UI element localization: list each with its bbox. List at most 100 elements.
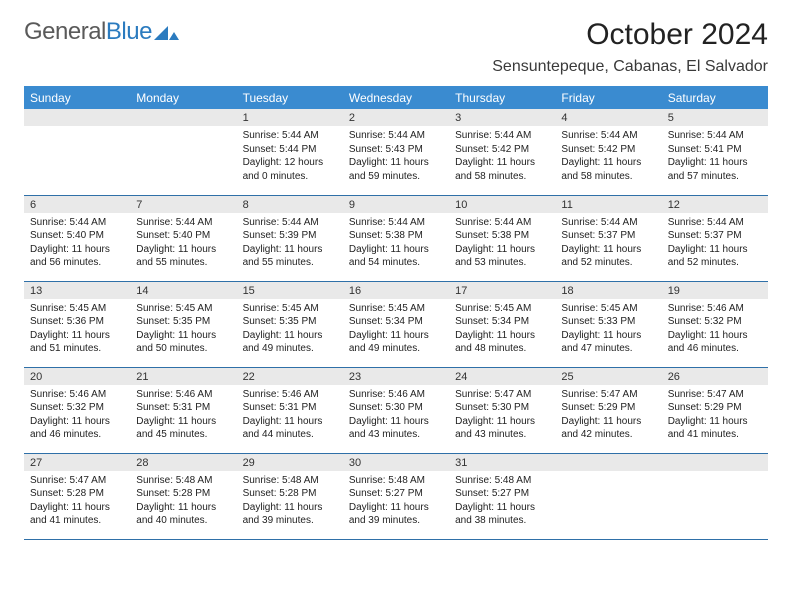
calendar-week-row: 6Sunrise: 5:44 AMSunset: 5:40 PMDaylight… — [24, 195, 768, 281]
day-number: 4 — [555, 109, 661, 126]
day-number: 19 — [662, 282, 768, 299]
calendar-day-cell: 12Sunrise: 5:44 AMSunset: 5:37 PMDayligh… — [662, 195, 768, 281]
day-details: Sunrise: 5:44 AMSunset: 5:44 PMDaylight:… — [237, 126, 343, 187]
calendar-day-cell: 25Sunrise: 5:47 AMSunset: 5:29 PMDayligh… — [555, 367, 661, 453]
day-number: 17 — [449, 282, 555, 299]
calendar-day-cell: 3Sunrise: 5:44 AMSunset: 5:42 PMDaylight… — [449, 109, 555, 195]
day-details: Sunrise: 5:48 AMSunset: 5:27 PMDaylight:… — [343, 471, 449, 532]
day-details: Sunrise: 5:44 AMSunset: 5:42 PMDaylight:… — [555, 126, 661, 187]
day-number: 23 — [343, 368, 449, 385]
day-number: 18 — [555, 282, 661, 299]
header: GeneralBlue October 2024 Sensuntepeque, … — [24, 18, 768, 84]
calendar-week-row: 27Sunrise: 5:47 AMSunset: 5:28 PMDayligh… — [24, 453, 768, 539]
day-number: 2 — [343, 109, 449, 126]
day-details: Sunrise: 5:45 AMSunset: 5:36 PMDaylight:… — [24, 299, 130, 360]
calendar-week-row: 13Sunrise: 5:45 AMSunset: 5:36 PMDayligh… — [24, 281, 768, 367]
calendar-day-cell: 18Sunrise: 5:45 AMSunset: 5:33 PMDayligh… — [555, 281, 661, 367]
calendar-day-cell: 14Sunrise: 5:45 AMSunset: 5:35 PMDayligh… — [130, 281, 236, 367]
day-details: Sunrise: 5:47 AMSunset: 5:30 PMDaylight:… — [449, 385, 555, 446]
day-number: 10 — [449, 196, 555, 213]
day-number: 15 — [237, 282, 343, 299]
calendar-day-cell: 28Sunrise: 5:48 AMSunset: 5:28 PMDayligh… — [130, 453, 236, 539]
day-details: Sunrise: 5:44 AMSunset: 5:39 PMDaylight:… — [237, 213, 343, 274]
weekday-header: Thursday — [449, 86, 555, 109]
weekday-header: Sunday — [24, 86, 130, 109]
day-number — [662, 454, 768, 471]
weekday-header: Wednesday — [343, 86, 449, 109]
day-details: Sunrise: 5:48 AMSunset: 5:27 PMDaylight:… — [449, 471, 555, 532]
calendar-day-cell: 6Sunrise: 5:44 AMSunset: 5:40 PMDaylight… — [24, 195, 130, 281]
day-details: Sunrise: 5:45 AMSunset: 5:35 PMDaylight:… — [130, 299, 236, 360]
day-details: Sunrise: 5:44 AMSunset: 5:38 PMDaylight:… — [449, 213, 555, 274]
calendar-day-cell: 20Sunrise: 5:46 AMSunset: 5:32 PMDayligh… — [24, 367, 130, 453]
calendar-day-cell: 30Sunrise: 5:48 AMSunset: 5:27 PMDayligh… — [343, 453, 449, 539]
calendar-day-cell: 29Sunrise: 5:48 AMSunset: 5:28 PMDayligh… — [237, 453, 343, 539]
day-details: Sunrise: 5:44 AMSunset: 5:38 PMDaylight:… — [343, 213, 449, 274]
day-details: Sunrise: 5:46 AMSunset: 5:31 PMDaylight:… — [130, 385, 236, 446]
calendar-day-cell: 23Sunrise: 5:46 AMSunset: 5:30 PMDayligh… — [343, 367, 449, 453]
day-number: 6 — [24, 196, 130, 213]
calendar-day-cell: 24Sunrise: 5:47 AMSunset: 5:30 PMDayligh… — [449, 367, 555, 453]
day-number — [24, 109, 130, 126]
day-number: 29 — [237, 454, 343, 471]
day-number: 22 — [237, 368, 343, 385]
day-details: Sunrise: 5:48 AMSunset: 5:28 PMDaylight:… — [237, 471, 343, 532]
logo: GeneralBlue — [24, 18, 180, 46]
logo-icon — [154, 22, 180, 42]
day-details: Sunrise: 5:45 AMSunset: 5:35 PMDaylight:… — [237, 299, 343, 360]
weekday-header: Saturday — [662, 86, 768, 109]
location: Sensuntepeque, Cabanas, El Salvador — [492, 58, 768, 76]
day-details: Sunrise: 5:44 AMSunset: 5:40 PMDaylight:… — [130, 213, 236, 274]
calendar-day-cell — [130, 109, 236, 195]
logo-text-2: Blue — [106, 18, 152, 46]
day-number: 31 — [449, 454, 555, 471]
day-details: Sunrise: 5:44 AMSunset: 5:37 PMDaylight:… — [555, 213, 661, 274]
day-details: Sunrise: 5:48 AMSunset: 5:28 PMDaylight:… — [130, 471, 236, 532]
day-number — [555, 454, 661, 471]
calendar-day-cell: 1Sunrise: 5:44 AMSunset: 5:44 PMDaylight… — [237, 109, 343, 195]
day-details: Sunrise: 5:45 AMSunset: 5:34 PMDaylight:… — [449, 299, 555, 360]
day-number: 12 — [662, 196, 768, 213]
day-number: 8 — [237, 196, 343, 213]
day-details: Sunrise: 5:45 AMSunset: 5:34 PMDaylight:… — [343, 299, 449, 360]
day-details: Sunrise: 5:44 AMSunset: 5:40 PMDaylight:… — [24, 213, 130, 274]
weekday-header: Tuesday — [237, 86, 343, 109]
calendar-day-cell: 8Sunrise: 5:44 AMSunset: 5:39 PMDaylight… — [237, 195, 343, 281]
day-details: Sunrise: 5:46 AMSunset: 5:32 PMDaylight:… — [662, 299, 768, 360]
calendar-day-cell: 21Sunrise: 5:46 AMSunset: 5:31 PMDayligh… — [130, 367, 236, 453]
calendar-day-cell: 2Sunrise: 5:44 AMSunset: 5:43 PMDaylight… — [343, 109, 449, 195]
calendar-day-cell: 26Sunrise: 5:47 AMSunset: 5:29 PMDayligh… — [662, 367, 768, 453]
day-number: 24 — [449, 368, 555, 385]
calendar-day-cell: 10Sunrise: 5:44 AMSunset: 5:38 PMDayligh… — [449, 195, 555, 281]
calendar-day-cell: 16Sunrise: 5:45 AMSunset: 5:34 PMDayligh… — [343, 281, 449, 367]
calendar-day-cell: 4Sunrise: 5:44 AMSunset: 5:42 PMDaylight… — [555, 109, 661, 195]
day-number: 26 — [662, 368, 768, 385]
day-details: Sunrise: 5:44 AMSunset: 5:41 PMDaylight:… — [662, 126, 768, 187]
calendar-day-cell: 19Sunrise: 5:46 AMSunset: 5:32 PMDayligh… — [662, 281, 768, 367]
calendar-day-cell — [24, 109, 130, 195]
day-number: 11 — [555, 196, 661, 213]
calendar-week-row: 20Sunrise: 5:46 AMSunset: 5:32 PMDayligh… — [24, 367, 768, 453]
weekday-header-row: Sunday Monday Tuesday Wednesday Thursday… — [24, 86, 768, 109]
day-number: 9 — [343, 196, 449, 213]
day-number: 14 — [130, 282, 236, 299]
day-number: 16 — [343, 282, 449, 299]
day-details: Sunrise: 5:44 AMSunset: 5:37 PMDaylight:… — [662, 213, 768, 274]
calendar-day-cell: 15Sunrise: 5:45 AMSunset: 5:35 PMDayligh… — [237, 281, 343, 367]
calendar-day-cell — [662, 453, 768, 539]
month-title: October 2024 — [492, 18, 768, 52]
day-details: Sunrise: 5:47 AMSunset: 5:29 PMDaylight:… — [555, 385, 661, 446]
calendar-day-cell: 27Sunrise: 5:47 AMSunset: 5:28 PMDayligh… — [24, 453, 130, 539]
calendar-week-row: 1Sunrise: 5:44 AMSunset: 5:44 PMDaylight… — [24, 109, 768, 195]
day-details: Sunrise: 5:45 AMSunset: 5:33 PMDaylight:… — [555, 299, 661, 360]
day-number — [130, 109, 236, 126]
day-number: 5 — [662, 109, 768, 126]
day-number: 25 — [555, 368, 661, 385]
day-details: Sunrise: 5:44 AMSunset: 5:42 PMDaylight:… — [449, 126, 555, 187]
day-details: Sunrise: 5:47 AMSunset: 5:29 PMDaylight:… — [662, 385, 768, 446]
day-number: 27 — [24, 454, 130, 471]
day-number: 20 — [24, 368, 130, 385]
calendar-day-cell — [555, 453, 661, 539]
weekday-header: Friday — [555, 86, 661, 109]
day-number: 21 — [130, 368, 236, 385]
